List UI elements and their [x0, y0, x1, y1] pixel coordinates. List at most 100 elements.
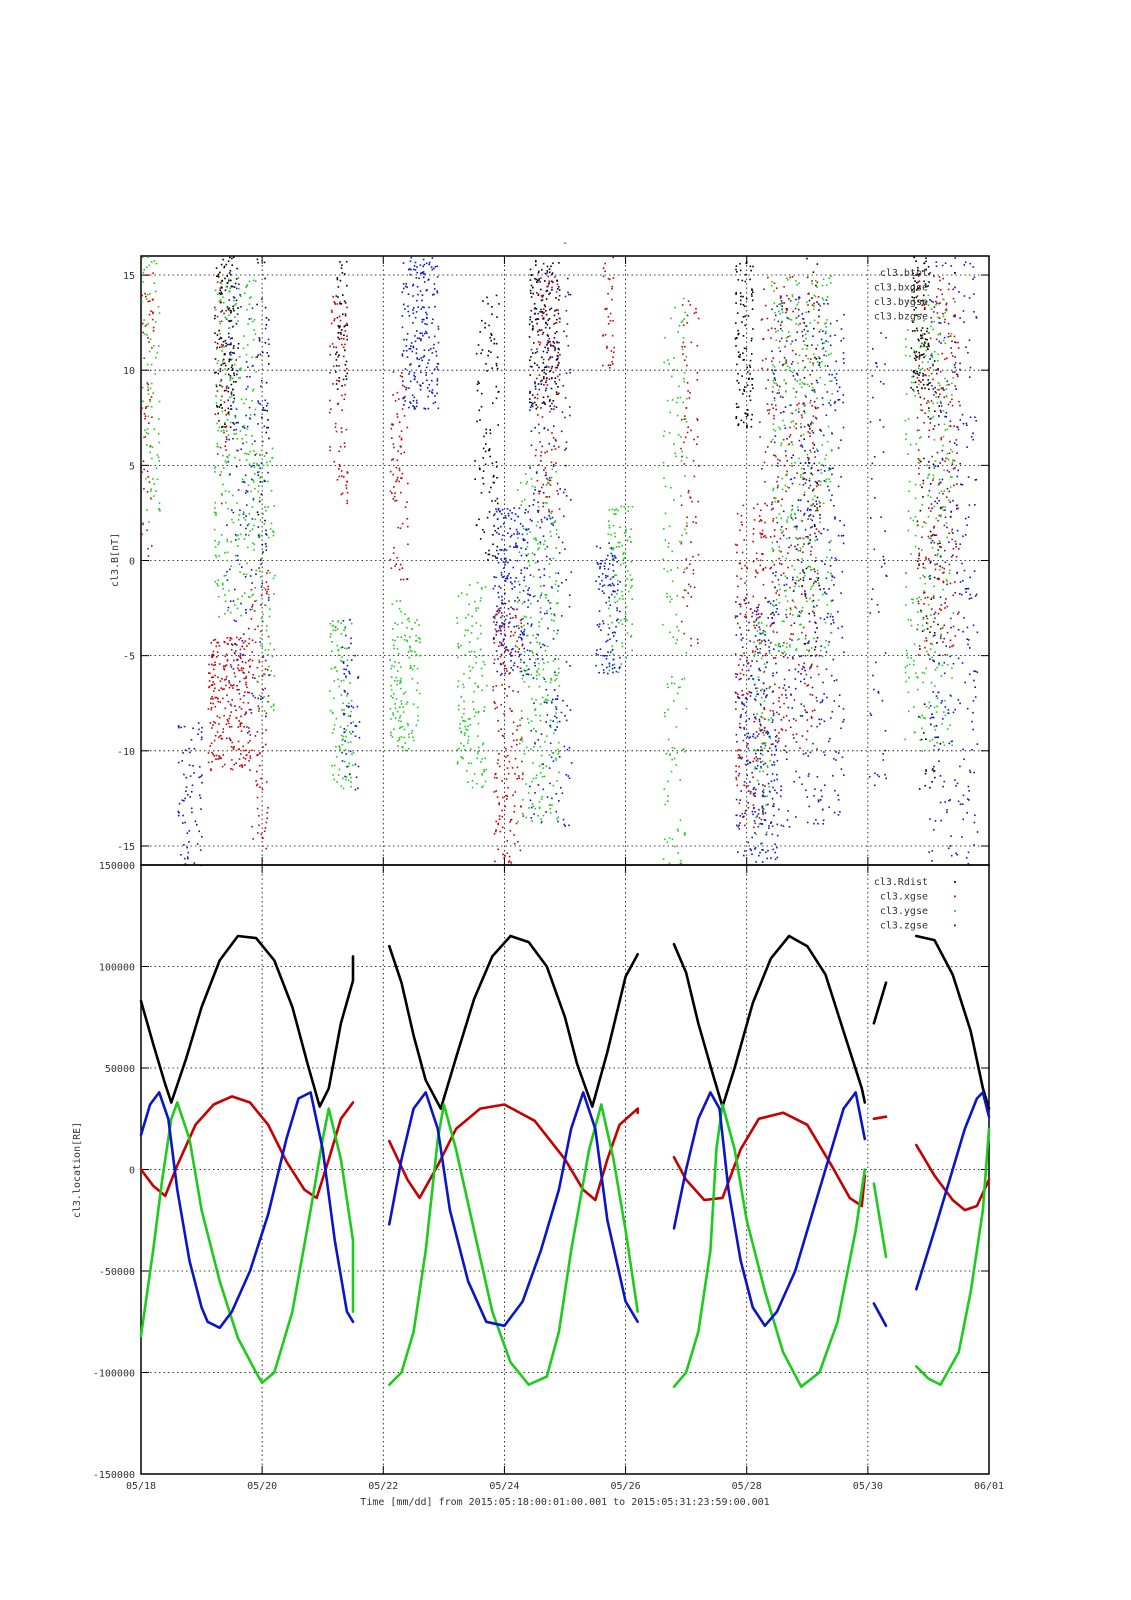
data-point: [496, 316, 498, 318]
data-point: [820, 480, 822, 483]
data-point: [406, 639, 408, 642]
data-point: [913, 357, 916, 360]
data-point: [812, 422, 814, 424]
data-point: [501, 826, 504, 829]
data-point: [771, 581, 774, 583]
data-point: [349, 682, 351, 684]
data-point: [923, 576, 926, 578]
data-point: [763, 747, 766, 750]
data-point: [736, 551, 738, 554]
data-point: [233, 659, 235, 662]
data-point: [948, 563, 951, 566]
data-point: [226, 524, 228, 526]
data-point: [747, 662, 750, 664]
data-point: [260, 617, 263, 620]
data-point: [777, 458, 779, 461]
data-point: [756, 690, 758, 693]
data-point: [927, 535, 930, 538]
data-point: [933, 394, 935, 396]
data-point: [555, 678, 558, 680]
data-point: [779, 324, 782, 326]
data-point: [265, 821, 268, 824]
data-point: [925, 738, 927, 740]
data-point: [926, 464, 928, 466]
data-point: [214, 540, 216, 542]
data-point: [943, 423, 946, 426]
data-point: [917, 287, 920, 290]
data-point: [607, 533, 610, 536]
data-point: [785, 697, 788, 699]
data-point: [344, 349, 346, 352]
data-point: [347, 741, 349, 744]
data-point: [228, 413, 230, 416]
data-point: [904, 338, 907, 340]
data-point: [248, 513, 251, 515]
data-point: [552, 400, 555, 402]
data-point: [923, 592, 925, 594]
data-point: [212, 650, 215, 653]
data-point: [250, 296, 252, 298]
data-point: [778, 732, 780, 734]
data-point: [230, 383, 233, 386]
data-point: [943, 469, 945, 472]
data-point: [267, 355, 270, 357]
data-point: [267, 648, 270, 651]
data-point: [227, 643, 229, 645]
data-point: [791, 443, 794, 446]
data-point: [781, 302, 784, 304]
data-point: [811, 610, 814, 613]
data-point: [403, 736, 406, 739]
data-point: [758, 604, 760, 606]
data-point: [951, 355, 954, 357]
data-point: [684, 475, 686, 477]
data-point: [260, 695, 262, 698]
data-point: [604, 334, 607, 336]
data-point: [242, 667, 245, 670]
data-point: [936, 502, 938, 505]
data-point: [809, 566, 812, 568]
data-point: [484, 780, 487, 783]
data-point: [920, 460, 922, 463]
data-point: [229, 664, 232, 666]
data-point: [752, 328, 754, 330]
data-point: [670, 569, 672, 571]
data-point: [780, 442, 783, 445]
data-point: [680, 436, 682, 438]
data-point: [793, 568, 796, 571]
data-point: [245, 398, 247, 401]
data-point: [473, 651, 476, 653]
data-point: [745, 415, 748, 418]
data-point: [260, 385, 262, 388]
data-point: [932, 402, 934, 404]
data-point: [803, 662, 805, 665]
data-point: [525, 554, 527, 556]
data-point: [932, 768, 934, 770]
data-point: [536, 406, 539, 408]
data-point: [815, 640, 818, 643]
data-point: [221, 407, 223, 409]
data-point: [476, 757, 479, 759]
data-point: [484, 326, 486, 329]
data-point: [681, 320, 684, 322]
data-point: [809, 432, 811, 434]
data-point: [219, 289, 221, 292]
data-point: [141, 301, 143, 303]
data-point: [927, 477, 929, 479]
data-point: [344, 330, 347, 332]
data-point: [225, 436, 228, 438]
data-point: [230, 310, 233, 312]
data-point: [220, 364, 223, 366]
data-point: [247, 546, 249, 549]
data-point: [505, 794, 507, 797]
data-point: [151, 318, 154, 321]
data-point: [954, 635, 957, 637]
data-point: [950, 617, 952, 620]
data-point: [465, 617, 467, 619]
data-point: [781, 488, 784, 491]
data-point: [147, 555, 150, 557]
data-point: [554, 366, 557, 369]
data-point: [520, 625, 523, 628]
data-point: [807, 276, 809, 278]
data-point: [952, 547, 955, 550]
data-point: [933, 525, 936, 528]
